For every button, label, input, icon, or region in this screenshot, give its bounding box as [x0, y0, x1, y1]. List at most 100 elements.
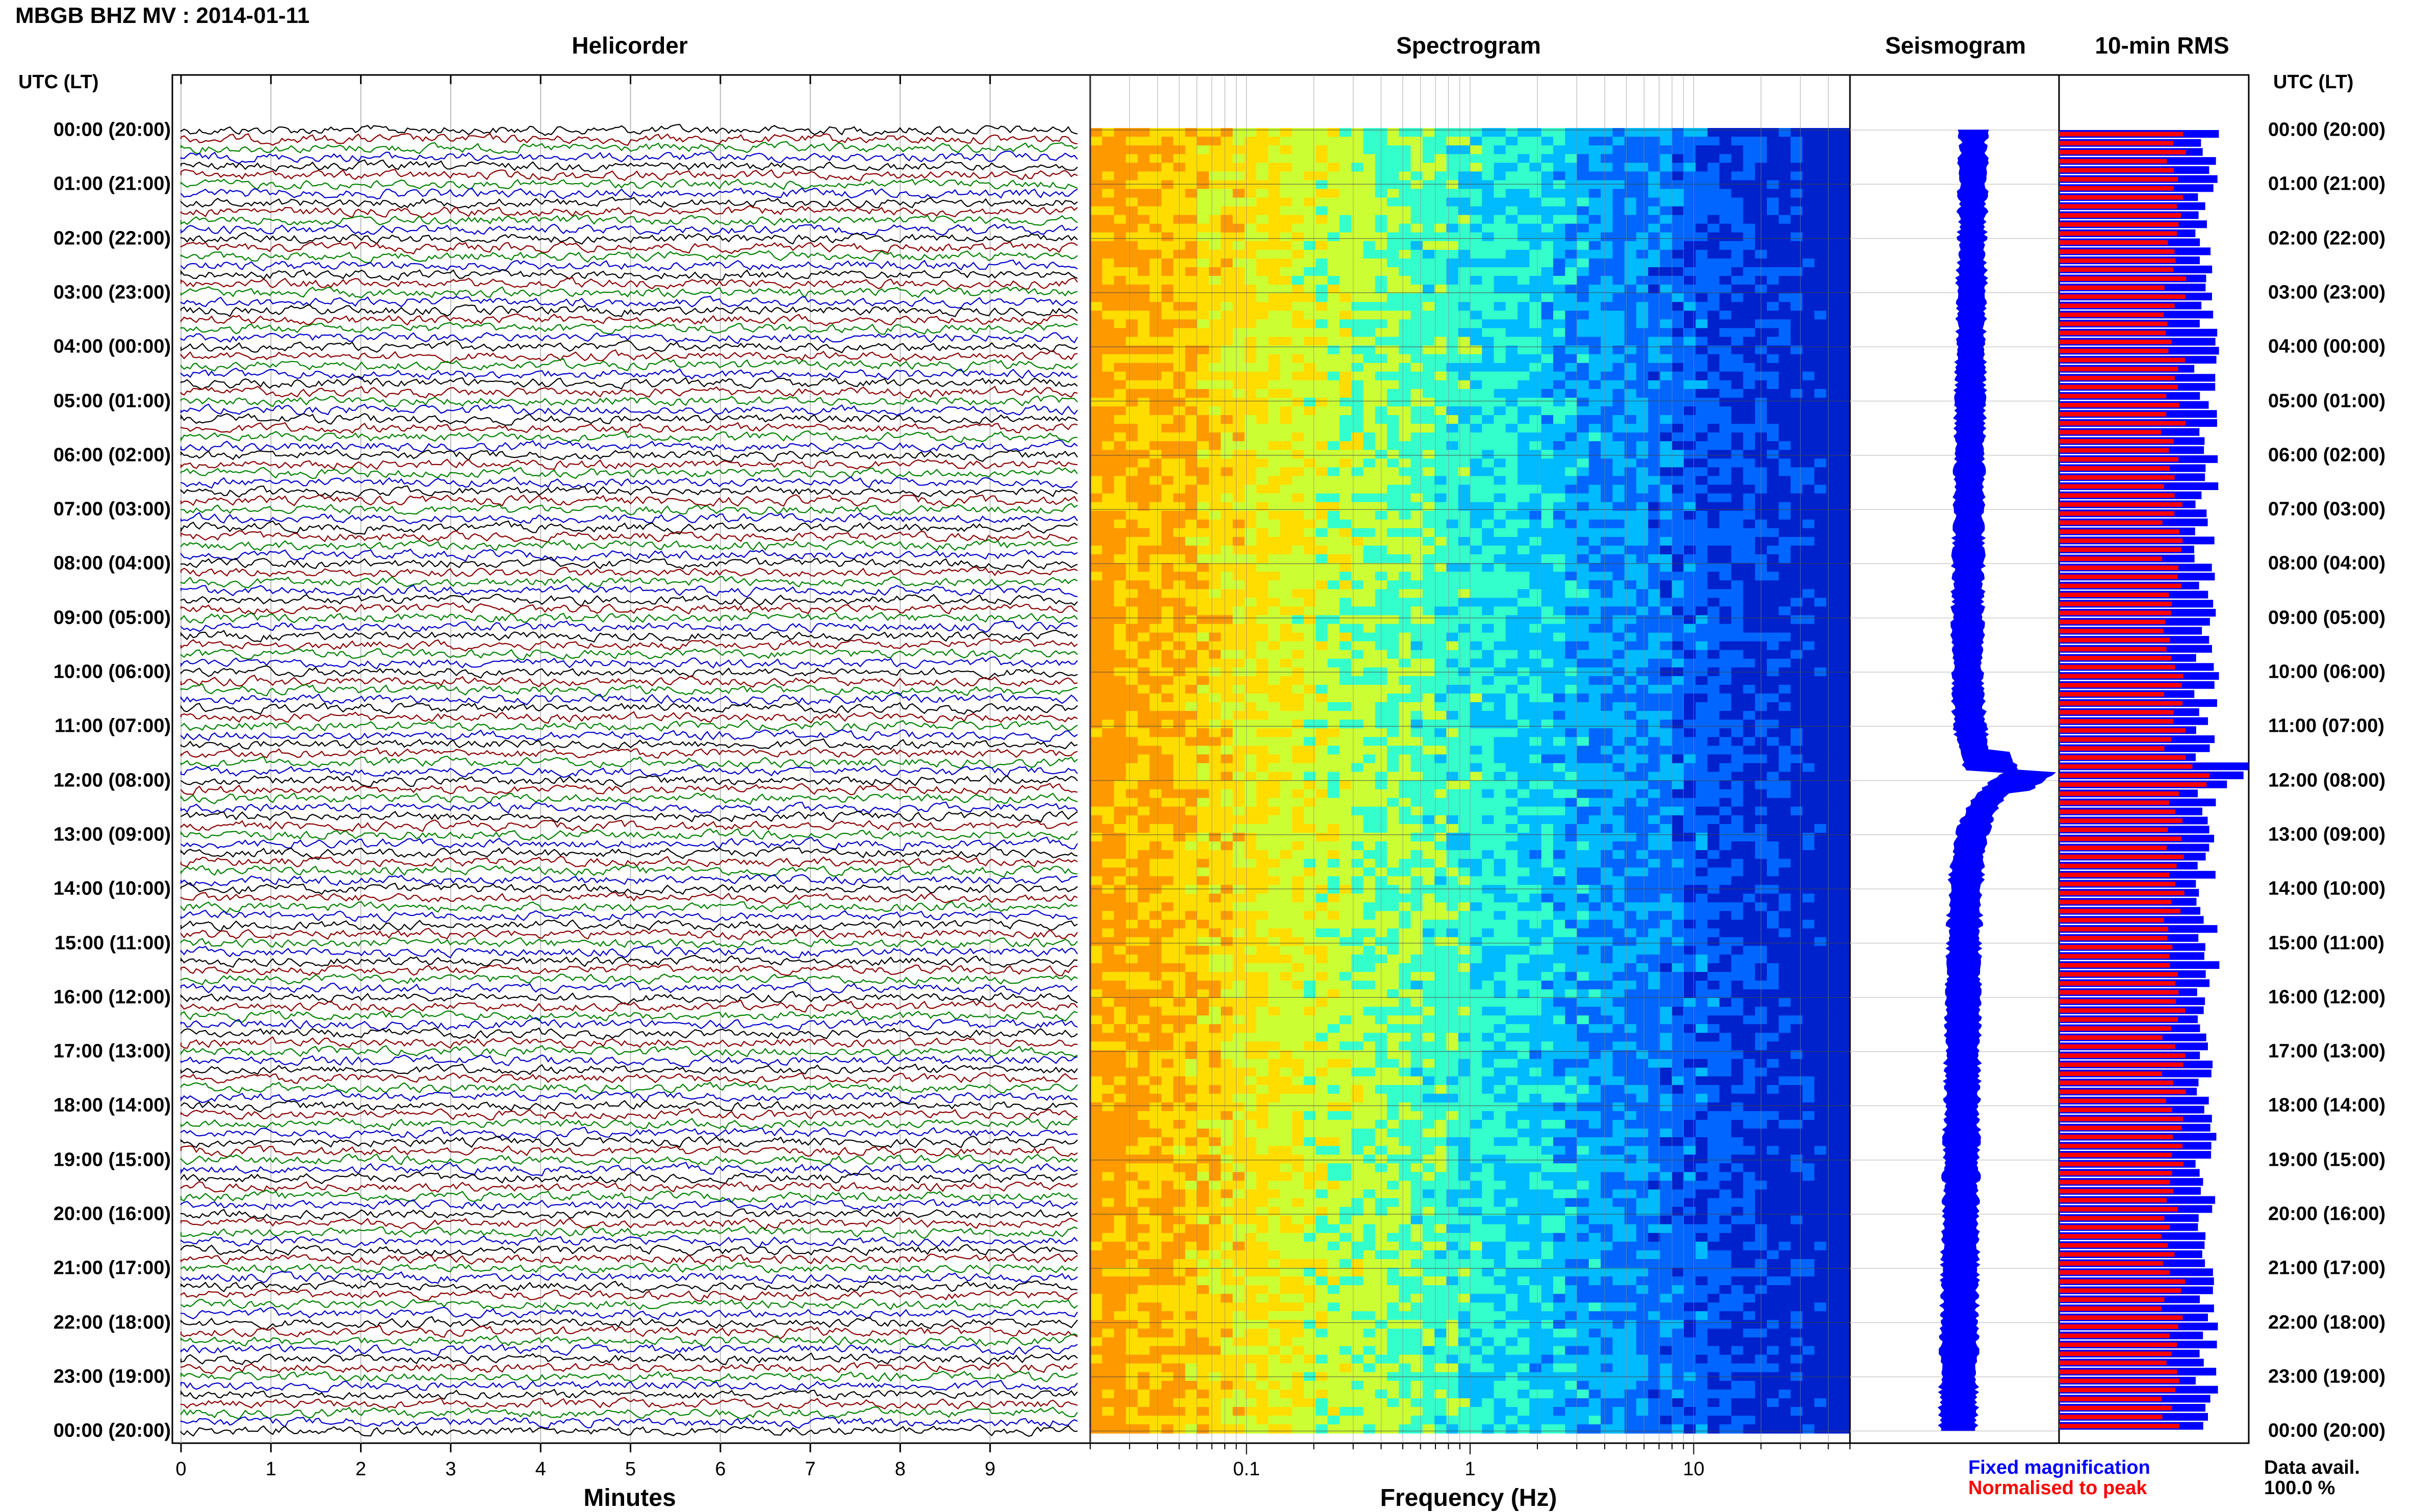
spectrogram-cell [1565, 250, 1577, 259]
spectrogram-cell [1529, 137, 1541, 146]
spectrogram-cell [1328, 728, 1340, 737]
spectrogram-cell [1090, 224, 1102, 233]
spectrogram-cell [1506, 215, 1518, 224]
spectrogram-cell [1256, 137, 1269, 146]
spectrogram-cell [1577, 128, 1589, 137]
spectrogram-cell [1518, 163, 1530, 172]
spectrogram-cell [1221, 163, 1233, 172]
spectrogram-cell [1280, 198, 1293, 207]
spectrogram-cell [1221, 633, 1233, 642]
spectrogram-cell [1814, 728, 1827, 737]
spectrogram-cell [1767, 659, 1779, 668]
spectrogram-cell [1708, 598, 1720, 607]
spectrogram-cell [1529, 319, 1541, 328]
spectrogram-cell [1280, 546, 1293, 555]
spectrogram-cell [1767, 319, 1779, 328]
spectrogram-cell [1672, 293, 1684, 302]
spectrogram-cell [1506, 337, 1518, 346]
spectrogram-cell [1779, 450, 1791, 459]
spectrogram-cell [1162, 728, 1174, 737]
spectrogram-cell [1114, 537, 1126, 546]
spectrogram-cell [1114, 633, 1126, 642]
spectrogram-cell [1482, 546, 1494, 555]
spectrogram-cell [1256, 606, 1269, 616]
spectrogram-cell [1803, 580, 1815, 590]
spectrogram-cell [1316, 502, 1328, 511]
spectrogram-cell [1684, 737, 1696, 746]
spectrogram-cell [1185, 485, 1197, 494]
spectrogram-cell [1482, 650, 1494, 659]
spectrogram-cell [1672, 624, 1684, 633]
spectrogram-cell [1304, 311, 1316, 320]
spectrogram-cell [1328, 424, 1340, 433]
spectrogram-cell [1518, 563, 1530, 572]
spectrogram-cell [1731, 415, 1743, 424]
spectrogram-cell [1387, 485, 1399, 494]
spectrogram-cell [1803, 319, 1815, 328]
spectrogram-cell [1221, 511, 1233, 520]
spectrogram-cell [1684, 241, 1696, 250]
spectrogram-cell [1268, 233, 1280, 242]
spectrogram-cell [1636, 198, 1649, 207]
spectrogram-cell [1541, 189, 1554, 198]
spectrogram-cell [1577, 406, 1589, 416]
spectrogram-cell [1280, 554, 1293, 563]
spectrogram-cell [1553, 615, 1565, 624]
spectrogram-cell [1434, 450, 1447, 459]
spectrogram-cell [1577, 363, 1589, 372]
spectrogram-cell [1138, 276, 1150, 285]
spectrogram-cell [1162, 128, 1174, 137]
spectrogram-cell [1364, 476, 1376, 485]
spectrogram-cell [1553, 494, 1565, 503]
spectrogram-cell [1268, 432, 1280, 442]
spectrogram-cell [1232, 233, 1245, 242]
spectrogram-cell [1090, 276, 1102, 285]
spectrogram-cell [1708, 694, 1720, 703]
spectrogram-cell [1185, 563, 1197, 572]
spectrogram-cell [1612, 224, 1625, 233]
spectrogram-cell [1185, 128, 1197, 137]
spectrogram-cell [1743, 224, 1756, 233]
spectrogram-cell [1672, 372, 1684, 381]
spectrogram-cell [1482, 241, 1494, 250]
spectrogram-cell [1565, 615, 1577, 624]
spectrogram-cell [1340, 154, 1352, 163]
spectrogram-cell [1399, 520, 1411, 529]
spectrogram-cell [1708, 485, 1720, 494]
spectrogram-cell [1411, 494, 1423, 503]
spectrogram-cell [1256, 398, 1269, 407]
spectrogram-cell [1399, 163, 1411, 172]
spectrogram-cell [1411, 224, 1423, 233]
spectrogram-cell [1292, 563, 1304, 572]
spectrogram-cell [1803, 694, 1815, 703]
spectrogram-cell [1612, 458, 1625, 468]
spectrogram-cell [1126, 207, 1138, 216]
spectrogram-cell [1280, 302, 1293, 311]
spectrogram-cell [1411, 450, 1423, 459]
spectrogram-cell [1185, 380, 1197, 390]
spectrogram-cell [1209, 598, 1221, 607]
spectrogram-cell [1708, 633, 1720, 642]
spectrogram-cell [1221, 415, 1233, 424]
spectrogram-cell [1767, 754, 1779, 763]
spectrogram-cell [1387, 511, 1399, 520]
spectrogram-cell [1612, 154, 1625, 163]
spectrogram-cell [1102, 424, 1114, 433]
spectrogram-cell [1470, 511, 1482, 520]
spectrogram-cell [1506, 415, 1518, 424]
spectrogram-cell [1304, 137, 1316, 146]
spectrogram-cell [1803, 267, 1815, 276]
spectrogram-cell [1162, 642, 1174, 651]
spectrogram-cell [1814, 198, 1827, 207]
spectrogram-cell [1695, 763, 1708, 773]
spectrogram-cell [1731, 180, 1743, 189]
spectrogram-cell [1708, 624, 1720, 633]
spectrogram-cell [1636, 554, 1649, 563]
spectrogram-cell [1256, 319, 1269, 328]
spectrogram-cell [1232, 572, 1245, 581]
spectrogram-cell [1316, 311, 1328, 320]
spectrogram-cell [1399, 685, 1411, 694]
spectrogram-cell [1743, 372, 1756, 381]
spectrogram-cell [1695, 754, 1708, 763]
spectrogram-cell [1838, 189, 1850, 198]
